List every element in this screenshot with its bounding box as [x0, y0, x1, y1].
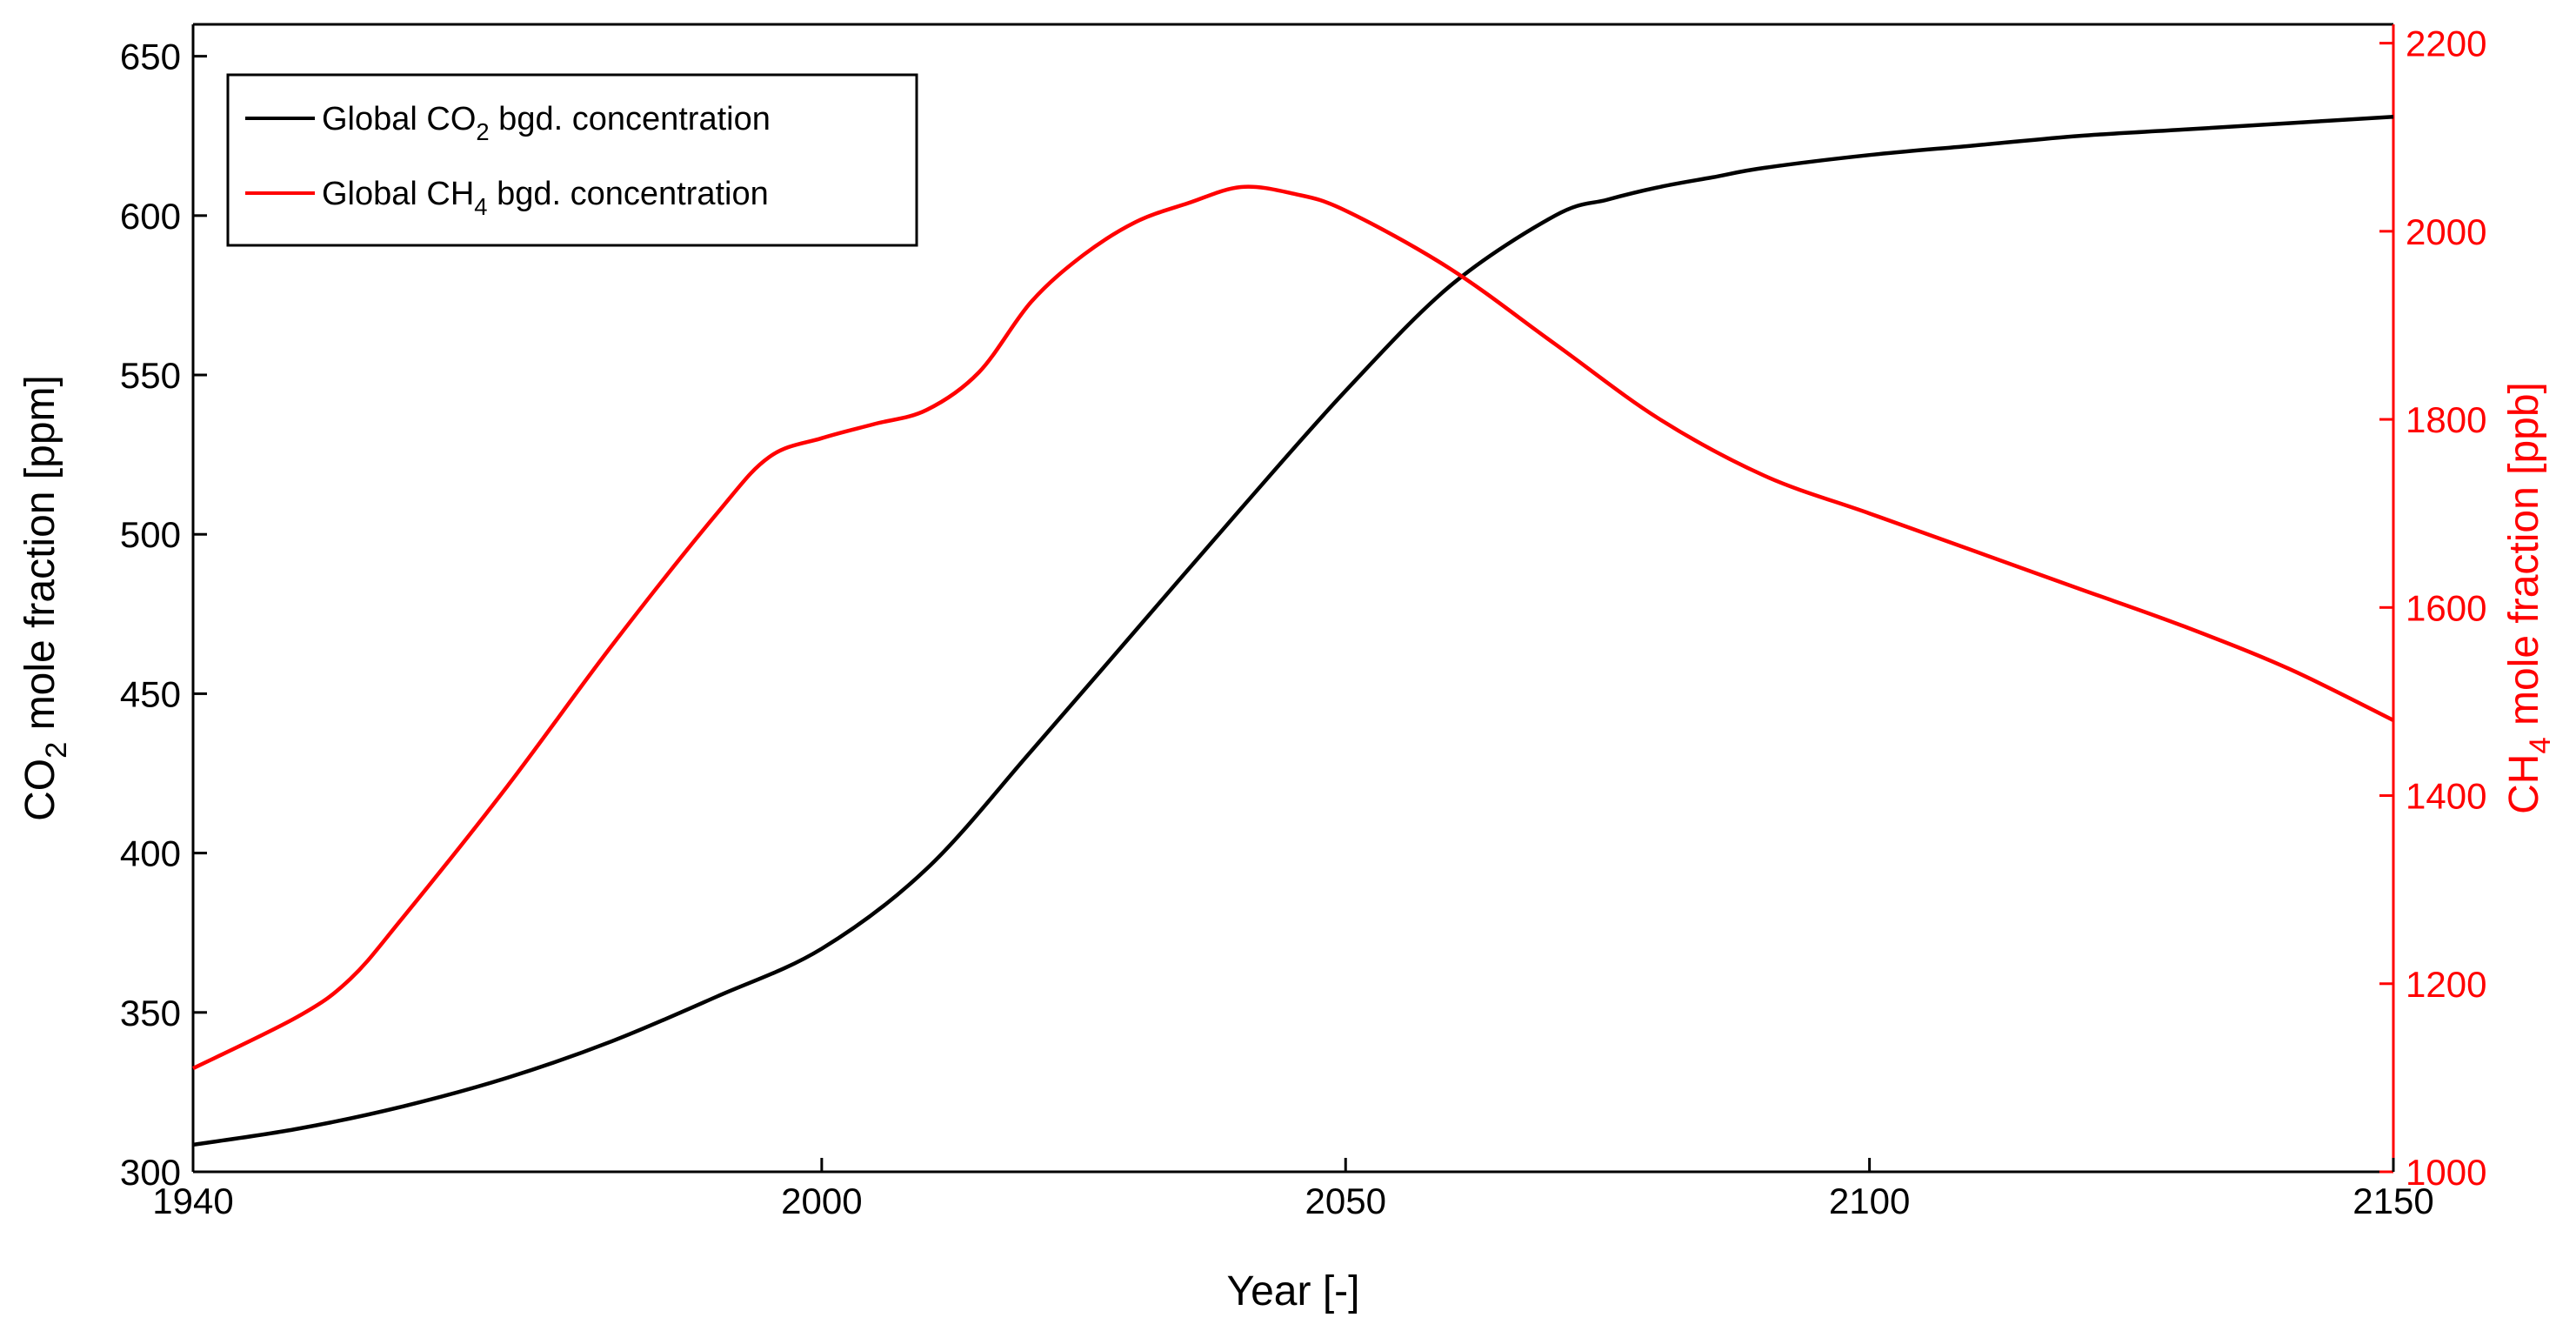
right-tick-label: 2000 [2406, 211, 2486, 252]
x-tick-label: 2150 [2352, 1181, 2433, 1221]
right-tick-label: 1600 [2406, 587, 2486, 628]
x-tick-label: 2000 [781, 1181, 862, 1221]
legend: Global CO2 bgd. concentration Global CH4… [226, 73, 918, 247]
left-tick-label: 600 [120, 196, 181, 237]
left-tick-label: 500 [120, 514, 181, 555]
left-tick-label: 400 [120, 833, 181, 874]
series-line-co2 [192, 115, 2394, 1147]
x-axis-title: Year [-] [1227, 1268, 1360, 1314]
right-tick-label: 1000 [2406, 1152, 2486, 1193]
x-axis: 1940 2000 2050 2100 2150 [152, 1158, 2434, 1221]
left-tick-label: 350 [120, 993, 181, 1033]
legend-box [226, 73, 918, 247]
right-axis-title: CH4 mole fraction [ppb] [2501, 382, 2557, 814]
left-tick-label: 450 [120, 673, 181, 714]
x-tick-label: 1940 [152, 1181, 233, 1221]
left-tick-label: 550 [120, 355, 181, 396]
x-tick-label: 2100 [1829, 1181, 1910, 1221]
left-axis: 300 350 400 450 500 550 600 650 [120, 37, 207, 1193]
legend-label-co2: Global CO2 bgd. concentration [322, 101, 771, 145]
left-tick-label: 650 [120, 37, 181, 77]
x-tick-label: 2050 [1305, 1181, 1386, 1221]
right-axis: 1000 1200 1400 1600 1800 2000 2200 [2379, 23, 2486, 1193]
left-tick-label: 300 [120, 1152, 181, 1193]
right-tick-label: 1800 [2406, 399, 2486, 440]
right-tick-label: 2200 [2406, 23, 2486, 64]
right-tick-label: 1200 [2406, 964, 2486, 1005]
right-tick-label: 1400 [2406, 776, 2486, 817]
left-axis-title: CO2 mole fraction [ppm] [17, 375, 73, 821]
series-layer [192, 115, 2394, 1147]
legend-label-ch4: Global CH4 bgd. concentration [322, 176, 769, 220]
series-line-ch4 [192, 184, 2394, 1071]
